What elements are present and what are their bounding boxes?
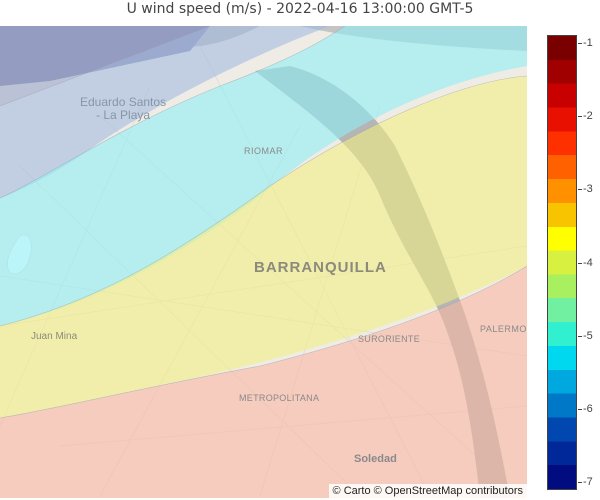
colorbar-tick — [578, 482, 582, 483]
colorbar-tick-label: -3 — [583, 183, 593, 196]
colorbar — [547, 35, 577, 490]
colorbar-tick-label: -1 — [583, 37, 593, 49]
map-attribution[interactable]: © Carto © OpenStreetMap contributors — [328, 484, 527, 498]
place-label-palermo: PALERMO — [480, 324, 527, 334]
colorbar-tick — [578, 335, 582, 337]
colorbar-tick-label: -5 — [583, 329, 593, 342]
map-title: U wind speed (m/s) - 2022-04-16 13:00:00… — [126, 1, 474, 17]
colorbar-tick — [578, 189, 582, 191]
colorbar-tick — [578, 116, 582, 118]
place-label-barranquilla: BARRANQUILLA — [254, 259, 387, 276]
band-cyan — [0, 26, 527, 326]
colorbar-tick-label: -4 — [583, 256, 593, 269]
place-label-riomar: RIOMAR — [244, 146, 283, 156]
band-blue — [0, 26, 330, 198]
map-view[interactable]: Eduardo Santos - La Playa RIOMAR BARRANQ… — [0, 26, 527, 498]
place-label-juan-mina: Juan Mina — [31, 331, 78, 342]
basemap — [0, 26, 527, 498]
colorbar-tick-label: -2 — [583, 110, 593, 123]
colorbar-tick-label: -6 — [583, 402, 593, 415]
colorbar-tick — [578, 262, 582, 264]
place-label-suroriente: SURORIENTE — [358, 334, 421, 344]
colorbar-tick-label: -7 — [583, 476, 593, 488]
place-label-eduardo-santos: Eduardo Santos - La Playa — [80, 95, 167, 122]
colorbar-tick — [578, 408, 582, 410]
colorbar-tick — [578, 43, 582, 44]
band-salmon — [0, 266, 527, 498]
place-label-metropolitana: METROPOLITANA — [239, 393, 320, 403]
band-yellow — [0, 76, 527, 418]
place-label-soledad: Soledad — [354, 453, 397, 465]
